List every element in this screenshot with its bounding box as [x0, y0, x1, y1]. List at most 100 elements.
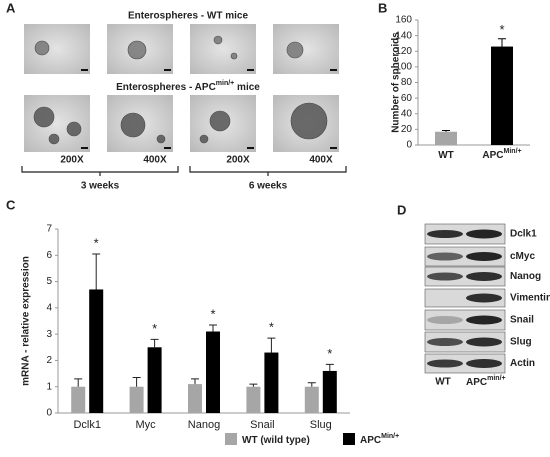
y-tick-label: 7	[46, 224, 52, 235]
micrograph	[273, 24, 339, 74]
y-axis-title: mRNA - relative expression	[21, 256, 32, 386]
significance-mark: *	[327, 346, 332, 361]
bar	[264, 352, 279, 413]
y-tick-label: 2	[46, 355, 52, 366]
error-bar	[191, 378, 199, 385]
micrograph	[190, 24, 256, 74]
protein-label: Slug	[510, 337, 532, 348]
micrograph	[24, 95, 90, 152]
y-tick-label: 5	[46, 276, 52, 287]
protein-label: Vimentin	[510, 293, 550, 304]
band	[466, 272, 502, 281]
legend-label-text: APC	[360, 435, 381, 446]
band	[427, 252, 463, 261]
scale-bar	[247, 69, 254, 71]
panel-label: D	[397, 202, 406, 217]
x-tick-label: Nanog	[188, 419, 220, 431]
spheroid	[33, 106, 55, 128]
legend-swatch	[343, 433, 355, 445]
significance-mark: *	[94, 235, 99, 250]
bar	[435, 131, 457, 145]
x-tick-label-superscript: Min/+	[504, 148, 522, 155]
band	[466, 252, 502, 261]
bar	[491, 46, 513, 145]
lane-label-superscript: min/+	[487, 375, 505, 382]
protein-label: Nanog	[510, 271, 541, 282]
scale-bar	[81, 147, 88, 149]
y-tick-label: 40	[401, 108, 413, 119]
y-tick-label: 6	[46, 250, 52, 261]
panel-label: A	[6, 0, 16, 15]
scale-bar	[164, 69, 171, 71]
spheroid	[213, 35, 223, 45]
scale-bar	[247, 147, 254, 149]
bracket	[21, 166, 347, 176]
spheroid	[156, 134, 166, 144]
magnification-label: 400X	[309, 155, 333, 166]
x-tick-label: Slug	[310, 419, 332, 431]
y-tick-label: 80	[401, 77, 413, 88]
panel-title: Enterospheres - APCmin/+ mice	[116, 80, 260, 93]
band	[427, 272, 463, 281]
bar	[304, 386, 319, 413]
spheroid	[199, 134, 209, 144]
error-bar	[209, 324, 217, 332]
significance-mark: *	[210, 306, 215, 321]
spheroid	[286, 41, 304, 59]
spheroid	[120, 112, 146, 138]
spheroid	[48, 133, 60, 145]
micrograph	[24, 24, 90, 74]
legend-label-superscript: Min/+	[381, 433, 399, 440]
timepoint-label: 6 weeks	[249, 181, 288, 192]
bar	[188, 384, 202, 413]
spheroid	[66, 121, 82, 137]
significance-mark: *	[152, 321, 157, 336]
error-bar	[249, 383, 258, 387]
scale-bar	[81, 69, 88, 71]
spheroid	[209, 110, 231, 132]
bar	[129, 386, 144, 413]
y-axis-title: Number of spheroids	[391, 32, 402, 133]
error-bar	[92, 253, 101, 290]
legend-swatch	[225, 433, 237, 445]
y-tick-label: 20	[401, 124, 413, 135]
y-tick-label: 120	[395, 46, 412, 57]
error-bar	[498, 38, 506, 47]
error-bar	[150, 338, 159, 348]
error-bar	[74, 378, 83, 387]
bar	[89, 289, 104, 413]
blot-strip	[424, 309, 506, 331]
scale-bar	[330, 69, 337, 71]
scale-bar	[164, 147, 171, 149]
y-tick-label: 100	[395, 62, 412, 73]
blot-strip	[424, 246, 506, 267]
y-tick-label: 4	[46, 302, 52, 313]
error-bar	[307, 382, 316, 387]
bar	[147, 347, 162, 413]
protein-label: Snail	[510, 315, 534, 326]
bar	[71, 386, 86, 413]
blot-strip	[424, 223, 506, 245]
blot-strip	[424, 353, 506, 374]
lane-label: WT	[435, 377, 451, 388]
title-superscript: min/+	[216, 80, 234, 87]
band	[466, 359, 502, 368]
title-text: mice	[234, 82, 260, 93]
bar	[322, 370, 337, 413]
band	[466, 229, 502, 239]
x-tick-label: Dclk1	[73, 419, 101, 431]
legend-label: WT (wild type)	[242, 435, 310, 446]
spheroid	[290, 102, 328, 140]
y-tick-label: 60	[401, 93, 413, 104]
bar	[206, 331, 220, 413]
micrographs	[24, 24, 339, 152]
bar	[246, 386, 261, 413]
spheroid	[127, 40, 147, 60]
error-bar	[267, 337, 276, 353]
blot-strip	[424, 288, 506, 308]
x-tick-label: WT	[438, 150, 454, 161]
blot-strip	[424, 266, 506, 287]
error-bar	[442, 130, 450, 132]
significance-mark: *	[269, 320, 274, 335]
